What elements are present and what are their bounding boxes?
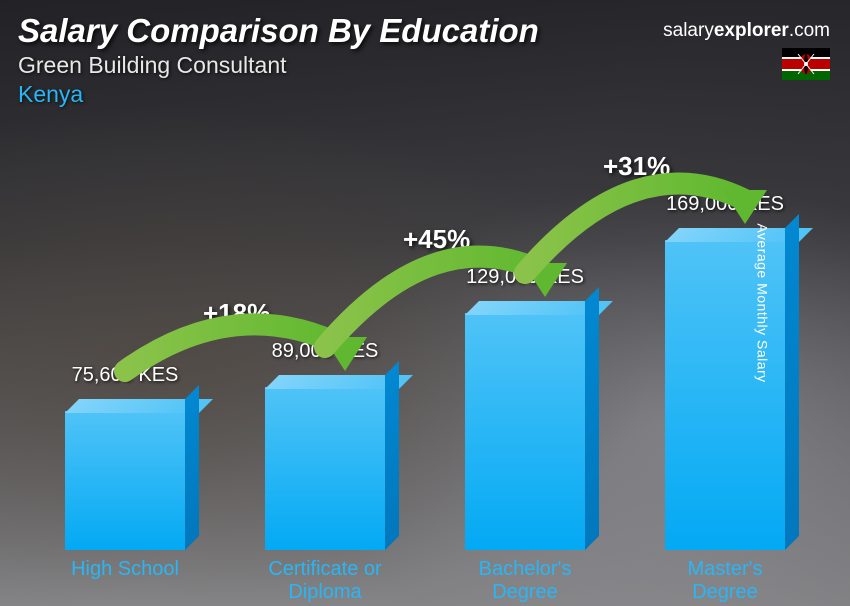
brand-part2: explorer	[714, 20, 789, 41]
brand-part3: .com	[789, 20, 830, 41]
country-label: Kenya	[18, 81, 832, 108]
brand-logo: salaryexplorer.com	[663, 20, 830, 42]
increase-arrow	[0, 120, 816, 606]
bar-chart: 75,600 KESHigh School89,000 KESCertifica…	[0, 120, 816, 606]
flag-kenya	[782, 48, 830, 80]
y-axis-label: Average Monthly Salary	[754, 223, 770, 382]
brand-part1: salary	[663, 20, 714, 41]
subtitle: Green Building Consultant	[18, 52, 832, 79]
